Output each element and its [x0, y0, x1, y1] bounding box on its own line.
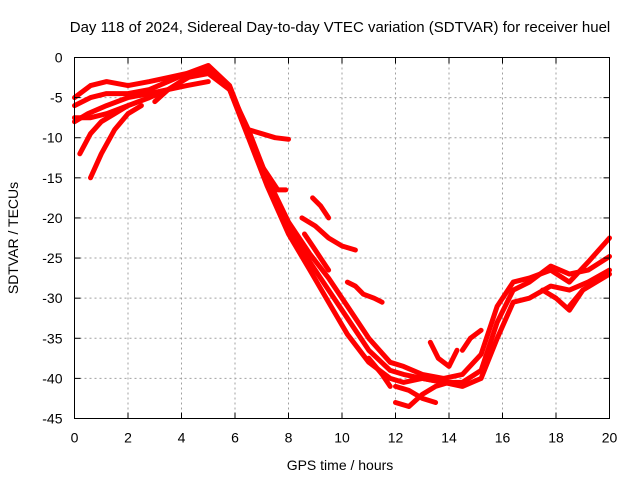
y-tick-label: -10: [42, 130, 62, 146]
series-line-trace-8: [245, 127, 291, 142]
x-tick-label: 2: [124, 430, 132, 446]
y-tick-label: -20: [42, 210, 62, 226]
series-line-trace-1: [72, 67, 612, 381]
y-tick-label: -35: [42, 330, 62, 346]
series-line-trace-10: [299, 215, 358, 253]
x-axis-label: GPS time / hours: [287, 457, 394, 473]
series-line-trace-15: [393, 379, 452, 409]
chart-title: Day 118 of 2024, Sidereal Day-to-day VTE…: [70, 19, 611, 36]
series-line-trace-20: [566, 271, 612, 309]
x-tick-label: 4: [178, 430, 186, 446]
series-line-trace-7: [152, 71, 198, 105]
series-line-trace-4: [72, 79, 211, 125]
series-line-trace-9: [253, 155, 289, 193]
series-line-trace-16: [393, 383, 439, 405]
axis-ticks: 0 2 4 6 8 10 12 14 16 18 20 0 -5 -10 -15 -20 -25 -30 -35 -4…: [42, 50, 617, 446]
y-axis-label: SDTVAR / TECUs: [5, 182, 21, 294]
y-tick-label: -25: [42, 250, 62, 266]
data-series: [72, 63, 612, 409]
x-tick-label: 0: [71, 430, 79, 446]
x-tick-label: 16: [495, 430, 511, 446]
x-tick-label: 14: [441, 430, 457, 446]
x-tick-label: 6: [231, 430, 239, 446]
series-line-trace-5: [88, 103, 144, 181]
series-line-trace-18: [459, 327, 484, 353]
x-tick-label: 10: [334, 430, 350, 446]
y-tick-label: -45: [42, 411, 62, 427]
series-line-trace-12: [310, 195, 332, 221]
x-tick-label: 8: [285, 430, 293, 446]
series-line-trace-17: [427, 339, 460, 369]
y-tick-label: -5: [50, 90, 63, 106]
series-line-trace-14: [366, 355, 393, 389]
grid-lines: [74, 57, 610, 419]
y-tick-label: -30: [42, 290, 62, 306]
x-tick-label: 18: [548, 430, 564, 446]
x-tick-label: 20: [602, 430, 618, 446]
y-tick-label: 0: [55, 50, 63, 66]
series-line-trace-11: [302, 231, 332, 273]
x-tick-label: 12: [388, 430, 404, 446]
y-tick-label: -40: [42, 370, 62, 386]
series-line-trace-2: [72, 63, 612, 385]
y-tick-label: -15: [42, 170, 62, 186]
series-line-trace-6: [77, 103, 131, 157]
series-line-trace-13: [344, 279, 385, 305]
